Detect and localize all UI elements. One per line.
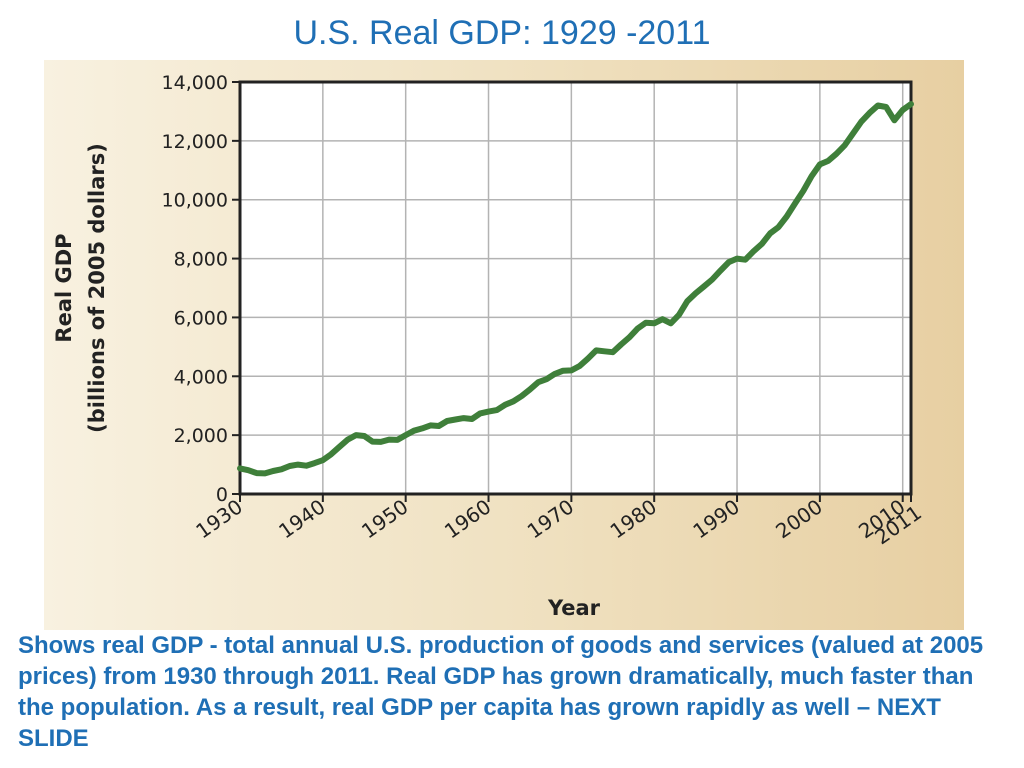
gdp-series-line	[237, 101, 914, 477]
x-tick-label: 2000	[771, 494, 826, 543]
plot-frame	[238, 80, 913, 496]
slide-caption: Shows real GDP - total annual U.S. produ…	[18, 632, 984, 752]
gdp-line-chart: 02,0004,0006,0008,00010,00012,00014,000 …	[52, 72, 926, 620]
x-tick-label: 1980	[606, 494, 661, 543]
x-tick-label: 1950	[357, 494, 412, 543]
x-tick-label: 1960	[440, 494, 495, 543]
y-tick-label: 2,000	[174, 425, 228, 447]
x-axis-label: Year	[547, 596, 601, 620]
plot-area	[240, 82, 911, 494]
y-tick-label: 10,000	[162, 190, 228, 212]
y-tick-label: 4,000	[174, 366, 228, 388]
y-axis-label-line1: Real GDP	[52, 233, 76, 342]
x-tick-label: 1970	[523, 494, 578, 543]
slide-title: U.S. Real GDP: 1929 -2011	[293, 14, 711, 52]
y-tick-label: 6,000	[174, 307, 228, 329]
chart-panel: 0 2,000 4,000 6,000 8,000 10,000 12,000 14,000 …	[44, 60, 964, 630]
x-tick-label: 1940	[274, 494, 329, 543]
y-tick-label: 0	[216, 484, 228, 506]
y-axis-label-line2: (billions of 2005 dollars)	[85, 143, 109, 433]
y-tick-label: 14,000	[162, 72, 228, 94]
y-tick-label: 12,000	[162, 131, 228, 153]
x-tick-label: 1990	[688, 494, 743, 543]
y-tick-label: 8,000	[174, 249, 228, 271]
